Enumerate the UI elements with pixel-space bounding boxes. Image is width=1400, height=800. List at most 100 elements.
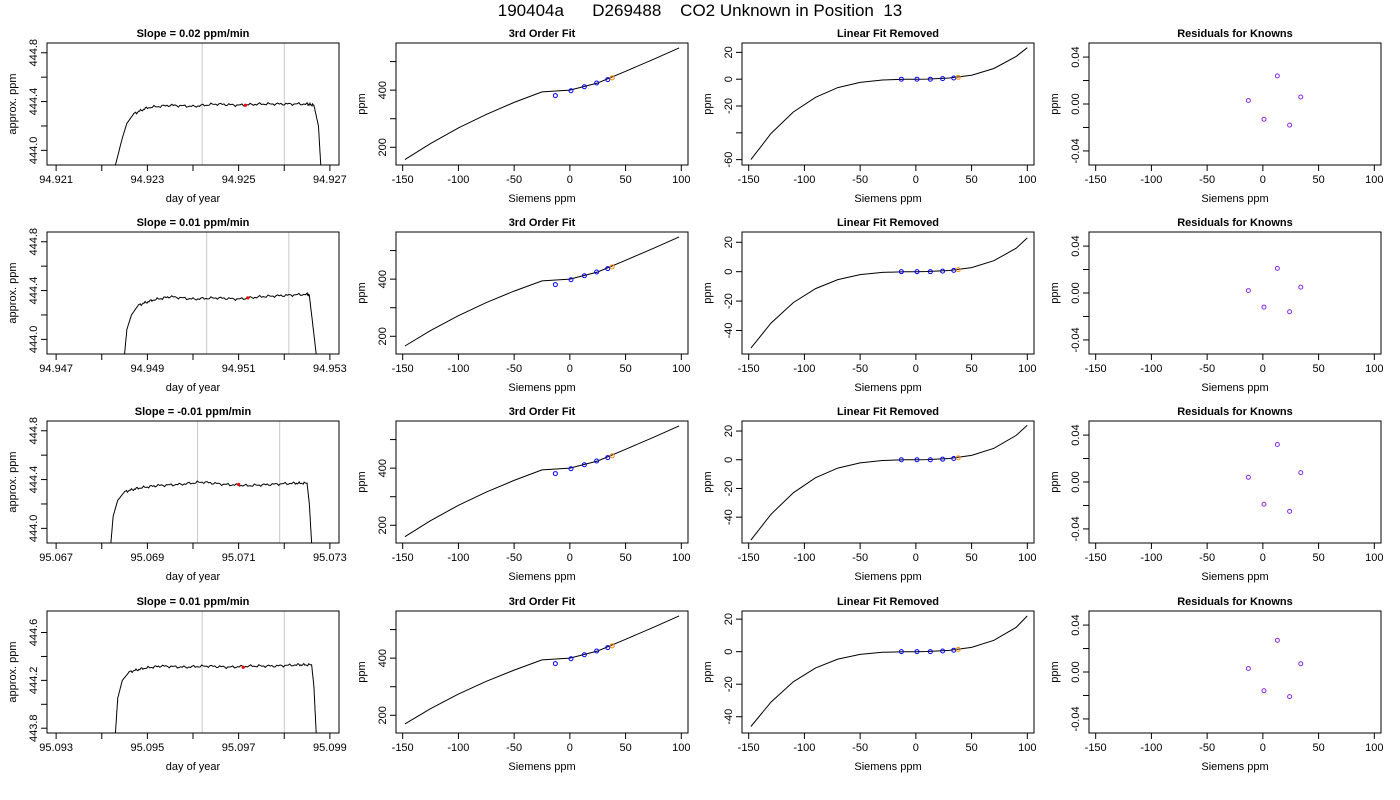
x-tick-label: 50 bbox=[619, 552, 631, 564]
fit-curve bbox=[404, 615, 680, 725]
fit-curve bbox=[404, 47, 680, 161]
y-axis-label: ppm bbox=[702, 471, 714, 492]
panel-1-4: Residuals for Knowns -150 -100 -50 0 50 100 -0.… bbox=[1049, 28, 1383, 205]
x-tick-label: 50 bbox=[1312, 742, 1324, 754]
x-tick-label: -50 bbox=[852, 363, 868, 375]
y-tick-label: -60 bbox=[723, 152, 735, 168]
known-point bbox=[552, 661, 558, 667]
x-tick-label: 94.951 bbox=[222, 363, 256, 375]
plot-frame bbox=[1088, 42, 1382, 166]
fit-curve bbox=[750, 47, 1028, 160]
known-point bbox=[927, 76, 933, 82]
known-point bbox=[951, 267, 957, 273]
fit-curve bbox=[750, 615, 1028, 727]
x-tick-label: -50 bbox=[852, 174, 868, 186]
y-tick-label: 0.04 bbox=[1070, 46, 1082, 67]
y-tick-label: 0.04 bbox=[1070, 424, 1082, 445]
y-axis-label: ppm bbox=[702, 93, 714, 114]
plot-frame bbox=[395, 420, 689, 544]
known-point bbox=[914, 649, 920, 655]
known-point bbox=[594, 269, 600, 275]
panel-title: Linear Fit Removed bbox=[837, 217, 939, 229]
y-axis-label: ppm bbox=[1049, 471, 1061, 492]
residual-point bbox=[1245, 665, 1251, 671]
known-point bbox=[940, 648, 946, 654]
known-point bbox=[898, 649, 904, 655]
y-tick-label: 200 bbox=[377, 516, 389, 534]
x-axis-label: day of year bbox=[166, 193, 221, 205]
known-point bbox=[594, 458, 600, 464]
x-tick-label: 0 bbox=[567, 552, 573, 564]
residual-point bbox=[1287, 508, 1293, 514]
panel-title: Slope = -0.01 ppm/min bbox=[135, 406, 252, 418]
plot-data bbox=[404, 47, 680, 161]
x-tick-label: -100 bbox=[447, 742, 469, 754]
x-tick-label: 100 bbox=[1365, 552, 1383, 564]
panel-2-4: Residuals for Knowns -150 -100 -50 0 50 100 -0.… bbox=[1049, 217, 1383, 394]
known-point bbox=[552, 282, 558, 288]
panel-4-3: Linear Fit Removed -150 -100 -50 0 50 100 -40 -2… bbox=[702, 596, 1036, 773]
x-axis-label: day of year bbox=[166, 382, 221, 394]
plot-frame bbox=[741, 610, 1035, 734]
y-tick-label: 0 bbox=[723, 76, 735, 82]
plot-frame bbox=[1088, 231, 1382, 355]
x-tick-label: -50 bbox=[1199, 552, 1215, 564]
x-tick-label: 94.921 bbox=[39, 174, 73, 186]
x-tick-label: 95.093 bbox=[39, 742, 73, 754]
panel-title: Residuals for Knowns bbox=[1177, 596, 1293, 608]
x-tick-label: -100 bbox=[447, 552, 469, 564]
panel-title: Linear Fit Removed bbox=[837, 28, 939, 40]
plot-frame bbox=[741, 231, 1035, 355]
y-axis-label: approx. ppm bbox=[7, 451, 19, 512]
unknown-point bbox=[955, 267, 961, 273]
y-tick-label: 444.0 bbox=[28, 137, 40, 165]
known-point bbox=[914, 269, 920, 275]
x-tick-label: 100 bbox=[1018, 742, 1036, 754]
residual-point bbox=[1274, 637, 1280, 643]
y-tick-label: 0 bbox=[723, 457, 735, 463]
x-tick-label: 100 bbox=[1365, 363, 1383, 375]
y-axis-label: ppm bbox=[356, 93, 368, 114]
plot-frame bbox=[46, 420, 340, 544]
x-tick-label: 95.073 bbox=[313, 552, 347, 564]
residual-point bbox=[1298, 284, 1304, 290]
x-axis-label: Siemens ppm bbox=[854, 571, 921, 583]
plot-data bbox=[750, 237, 1028, 349]
x-axis-label: Siemens ppm bbox=[854, 382, 921, 394]
known-point bbox=[568, 466, 574, 472]
known-point bbox=[568, 88, 574, 94]
known-point bbox=[927, 269, 933, 275]
residual-point bbox=[1261, 304, 1267, 310]
unknown-point bbox=[955, 646, 961, 652]
y-tick-label: -20 bbox=[723, 481, 735, 497]
known-point bbox=[568, 277, 574, 283]
y-tick-label: 200 bbox=[377, 327, 389, 345]
x-tick-label: 100 bbox=[1365, 742, 1383, 754]
plot-data bbox=[114, 43, 322, 165]
y-axis-label: approx. ppm bbox=[7, 262, 19, 323]
x-tick-label: -150 bbox=[738, 742, 760, 754]
panel-1-3: Linear Fit Removed -150 -100 -50 0 50 100 -60 -2… bbox=[702, 28, 1036, 205]
plot-data bbox=[750, 424, 1028, 541]
plot-frame bbox=[1088, 610, 1382, 734]
y-axis-label: ppm bbox=[356, 471, 368, 492]
x-tick-label: 0 bbox=[913, 552, 919, 564]
y-tick-label: 0.04 bbox=[1070, 614, 1082, 635]
y-tick-label: -40 bbox=[723, 709, 735, 725]
x-tick-label: -50 bbox=[852, 552, 868, 564]
fit-curve bbox=[404, 425, 680, 538]
x-axis-label: Siemens ppm bbox=[1201, 382, 1268, 394]
panel-title: Residuals for Knowns bbox=[1177, 28, 1293, 40]
x-tick-label: 100 bbox=[1365, 174, 1383, 186]
x-tick-label: 0 bbox=[1260, 174, 1266, 186]
y-tick-label: -0.04 bbox=[1070, 516, 1082, 541]
known-point bbox=[605, 455, 611, 461]
x-tick-label: 100 bbox=[1018, 363, 1036, 375]
x-tick-label: 95.097 bbox=[222, 742, 256, 754]
y-tick-label: -20 bbox=[723, 293, 735, 309]
plot-frame bbox=[46, 42, 340, 166]
plot-data bbox=[124, 232, 317, 354]
x-tick-label: 0 bbox=[1260, 552, 1266, 564]
known-point bbox=[605, 645, 611, 651]
known-point bbox=[594, 80, 600, 86]
